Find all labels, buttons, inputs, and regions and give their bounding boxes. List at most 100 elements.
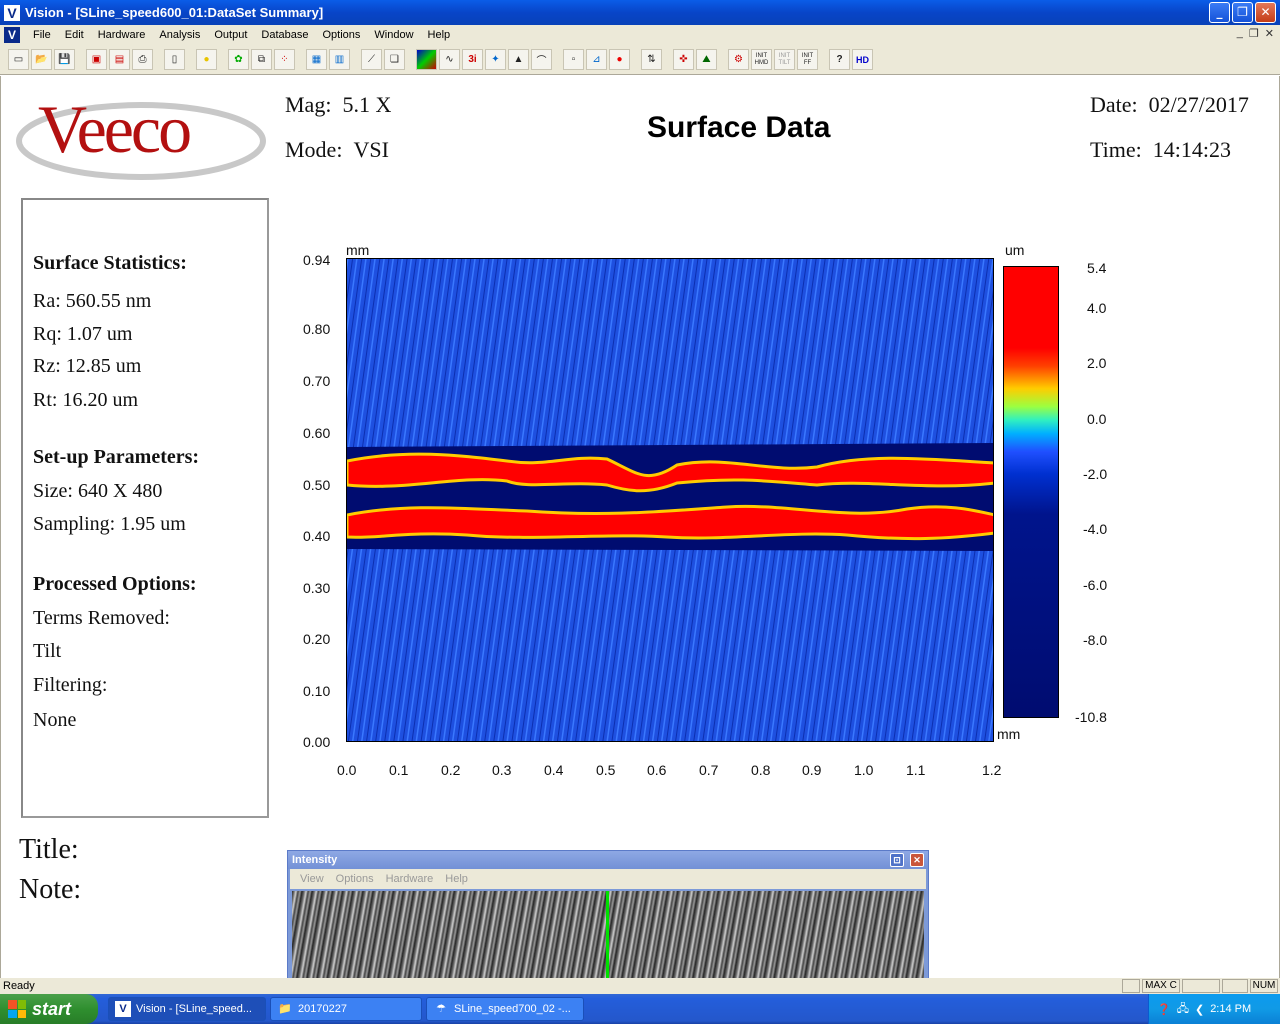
init-icon[interactable]: ⚙ [728,49,749,70]
folder-icon: 📁 [278,1003,292,1015]
mode-field: Mode: VSI [285,137,389,162]
stage-icon[interactable]: ⇅ [641,49,662,70]
title-label: Title: [19,834,79,865]
rq-value: Rq: 1.07 um [33,323,133,345]
measure-icon[interactable]: ⊿ [586,49,607,70]
target-icon[interactable]: ✜ [673,49,694,70]
menu-analysis[interactable]: Analysis [159,29,201,41]
size-value: Size: 640 X 480 [33,480,163,502]
init-hmd-icon[interactable]: INIT HMD [751,49,772,70]
histogram-icon[interactable]: ✦ [485,49,506,70]
chart-icon[interactable]: ⛰ [696,49,717,70]
stack-icon[interactable]: ❏ [384,49,405,70]
x-tick: 1.2 [982,762,1002,778]
profile-icon[interactable]: ∿ [439,49,460,70]
blank-icon[interactable]: ▫ [563,49,584,70]
x-tick: 0.4 [544,762,564,778]
peak-icon[interactable]: ▲ [508,49,529,70]
terms-removed-label: Terms Removed: [33,607,170,629]
table-icon[interactable]: ▥ [329,49,350,70]
surface-heatmap[interactable] [346,258,994,742]
y-tick: 0.50 [303,477,331,493]
menu-window[interactable]: Window [374,29,414,41]
line-icon[interactable]: ⌒ [531,49,552,70]
palette-icon[interactable]: ✿ [228,49,249,70]
ruler-icon[interactable]: ⟋ [361,49,382,70]
intensity-title-bar[interactable]: Intensity ⊡ ✕ [288,851,928,869]
menu-output[interactable]: Output [214,29,248,41]
tray-expand-icon[interactable]: ❮ [1194,1003,1205,1016]
x-tick: 0.3 [492,762,512,778]
menu-options[interactable]: Options [322,29,361,41]
taskbar-folder[interactable]: 📁 20170227 [270,997,422,1021]
mdi-minimize-button[interactable]: _ [1236,27,1243,39]
intensity-menu-help[interactable]: Help [445,873,468,885]
intensity-menu-hardware[interactable]: Hardware [385,873,434,885]
menu-bar: V File Edit Hardware Analysis Output Dat… [0,25,1280,45]
save-red-icon[interactable]: ▤ [109,49,130,70]
help-icon[interactable]: ? [829,49,850,70]
title-bar: V Vision - [SLine_speed600_01:DataSet Su… [0,0,1280,25]
menu-help[interactable]: Help [427,29,451,41]
minimize-button[interactable]: _ [1209,2,1230,23]
vision-app-icon: V [115,1001,131,1017]
hd-icon[interactable]: HD [852,49,873,70]
copy-icon[interactable]: ⧉ [251,49,272,70]
filtering-label: Filtering: [33,674,108,696]
taskbar-sline-label: SLine_speed700_02 -... [454,1003,571,1015]
network-icon[interactable]: 🖧 [1176,1002,1189,1015]
intensity-menu-view[interactable]: View [300,873,324,885]
mdi-restore-button[interactable]: ❐ [1248,28,1259,40]
intensity-close-button[interactable]: ✕ [910,853,924,867]
taskbar-vision-label: Vision - [SLine_speed... [136,1003,252,1015]
intensity-window[interactable]: Intensity ⊡ ✕ View Options Hardware Help [287,850,929,990]
intensity-menu-options[interactable]: Options [335,873,374,885]
record-icon[interactable]: ● [609,49,630,70]
rz-value: Rz: 12.85 um [33,355,142,377]
app-icon: V [4,4,20,21]
document-icon[interactable]: V [4,27,20,43]
menu-edit[interactable]: Edit [64,29,84,41]
colorbar-unit-label: um [1005,242,1025,258]
help-tray-icon[interactable]: ❓ [1157,1003,1171,1016]
taskbar-vision[interactable]: V Vision - [SLine_speed... [108,997,266,1021]
menu-database[interactable]: Database [261,29,309,41]
color-map-icon[interactable] [416,49,437,70]
page-icon[interactable]: ▯ [164,49,185,70]
light-icon[interactable]: ● [196,49,217,70]
mdi-close-button[interactable]: ✕ [1264,28,1274,40]
y-tick: 0.60 [303,425,331,441]
y-tick: 0.94 [303,252,331,268]
print-icon[interactable]: ⎙ [132,49,153,70]
print-preview-icon[interactable]: ▣ [86,49,107,70]
logo-text: Veeco [38,91,192,167]
x-tick: 0.7 [699,762,719,778]
menu-hardware[interactable]: Hardware [97,29,146,41]
menu-file[interactable]: File [33,29,51,41]
y-tick: 0.10 [303,683,331,699]
mag-field: Mag: 5.1 X [285,92,392,117]
clock: 2:14 PM [1210,1003,1252,1015]
x-tick: 0.0 [337,762,357,778]
maximize-button[interactable]: ❐ [1232,2,1253,23]
init-tilt-icon[interactable]: INIT TILT [774,49,795,70]
file-icon: ☂ [436,1003,446,1015]
new-icon[interactable]: ▭ [8,49,29,70]
intensity-cursor-line[interactable] [606,891,609,989]
close-button[interactable]: ✕ [1255,2,1276,23]
intensity-restore-button[interactable]: ⊡ [890,853,904,867]
list-icon[interactable]: ▦ [306,49,327,70]
start-button[interactable]: start [0,994,98,1024]
status-panel-maxc: MAX C [1142,979,1180,993]
statistics-panel: Surface Statistics: Ra: 560.55 nm Rq: 1.… [21,198,269,818]
taskbar-sline[interactable]: ☂ SLine_speed700_02 -... [426,997,584,1021]
open-icon[interactable]: 📂 [31,49,52,70]
dots-icon[interactable]: ⁘ [274,49,295,70]
toolbar: ▭ 📂 💾 ▣ ▤ ⎙ ▯ ● ✿ ⧉ ⁘ ▦ ▥ ⟋ ❏ ∿ 3i ✦ ▲ ⌒… [0,45,1280,75]
init-ff-icon[interactable]: INIT FF [797,49,818,70]
save-icon[interactable]: 💾 [54,49,75,70]
colorbar-tick: 5.4 [1087,260,1107,276]
3d-icon[interactable]: 3i [462,49,483,70]
taskbar-folder-label: 20170227 [298,1003,347,1015]
status-panel-num: NUM [1250,979,1278,993]
